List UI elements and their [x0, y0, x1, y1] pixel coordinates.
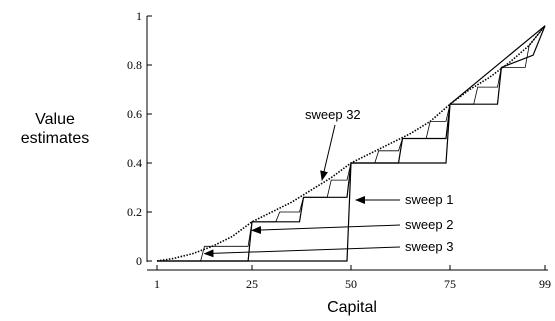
annotation-label-sweep-3: sweep 3	[405, 239, 453, 254]
y-axis-ticks: 0 0.2 0.4 0.6 0.8 1	[127, 9, 152, 268]
x-axis-title: Capital	[327, 299, 377, 316]
annotation-label-sweep-32: sweep 32	[305, 107, 361, 122]
series-layer	[156, 25, 546, 262]
y-tick-label: 0.2	[127, 205, 142, 219]
x-tick-label: 50	[345, 277, 357, 291]
y-tick-label: 0	[136, 254, 142, 268]
x-tick-label: 75	[444, 277, 456, 291]
series-line-sweep-32	[156, 25, 546, 262]
annotation-arrow	[203, 246, 401, 258]
y-axis-title-line-2: estimates	[21, 130, 89, 147]
annotations-layer: sweep 32 sweep 1 sweep 2 sweep 3	[203, 107, 453, 258]
y-tick-label: 0.8	[127, 58, 142, 72]
x-axis-ticks: 1 25 50 75 99	[154, 265, 551, 291]
y-axis-title-line-1: Value	[35, 111, 75, 128]
annotation-label-sweep-2: sweep 2	[405, 217, 453, 232]
series-line-sweep-3	[157, 25, 546, 262]
y-tick-label: 1	[136, 9, 142, 23]
series-line-sweep-1	[157, 25, 546, 262]
y-tick-label: 0.6	[127, 107, 142, 121]
annotation-arrow	[251, 224, 401, 235]
x-tick-label: 25	[246, 277, 258, 291]
series-line-sweep-2	[157, 25, 546, 262]
annotation-label-sweep-1: sweep 1	[405, 192, 453, 207]
annotation-arrow	[320, 124, 336, 181]
y-tick-label: 0.4	[127, 156, 142, 170]
x-tick-label: 1	[154, 277, 160, 291]
x-tick-label: 99	[539, 277, 551, 291]
